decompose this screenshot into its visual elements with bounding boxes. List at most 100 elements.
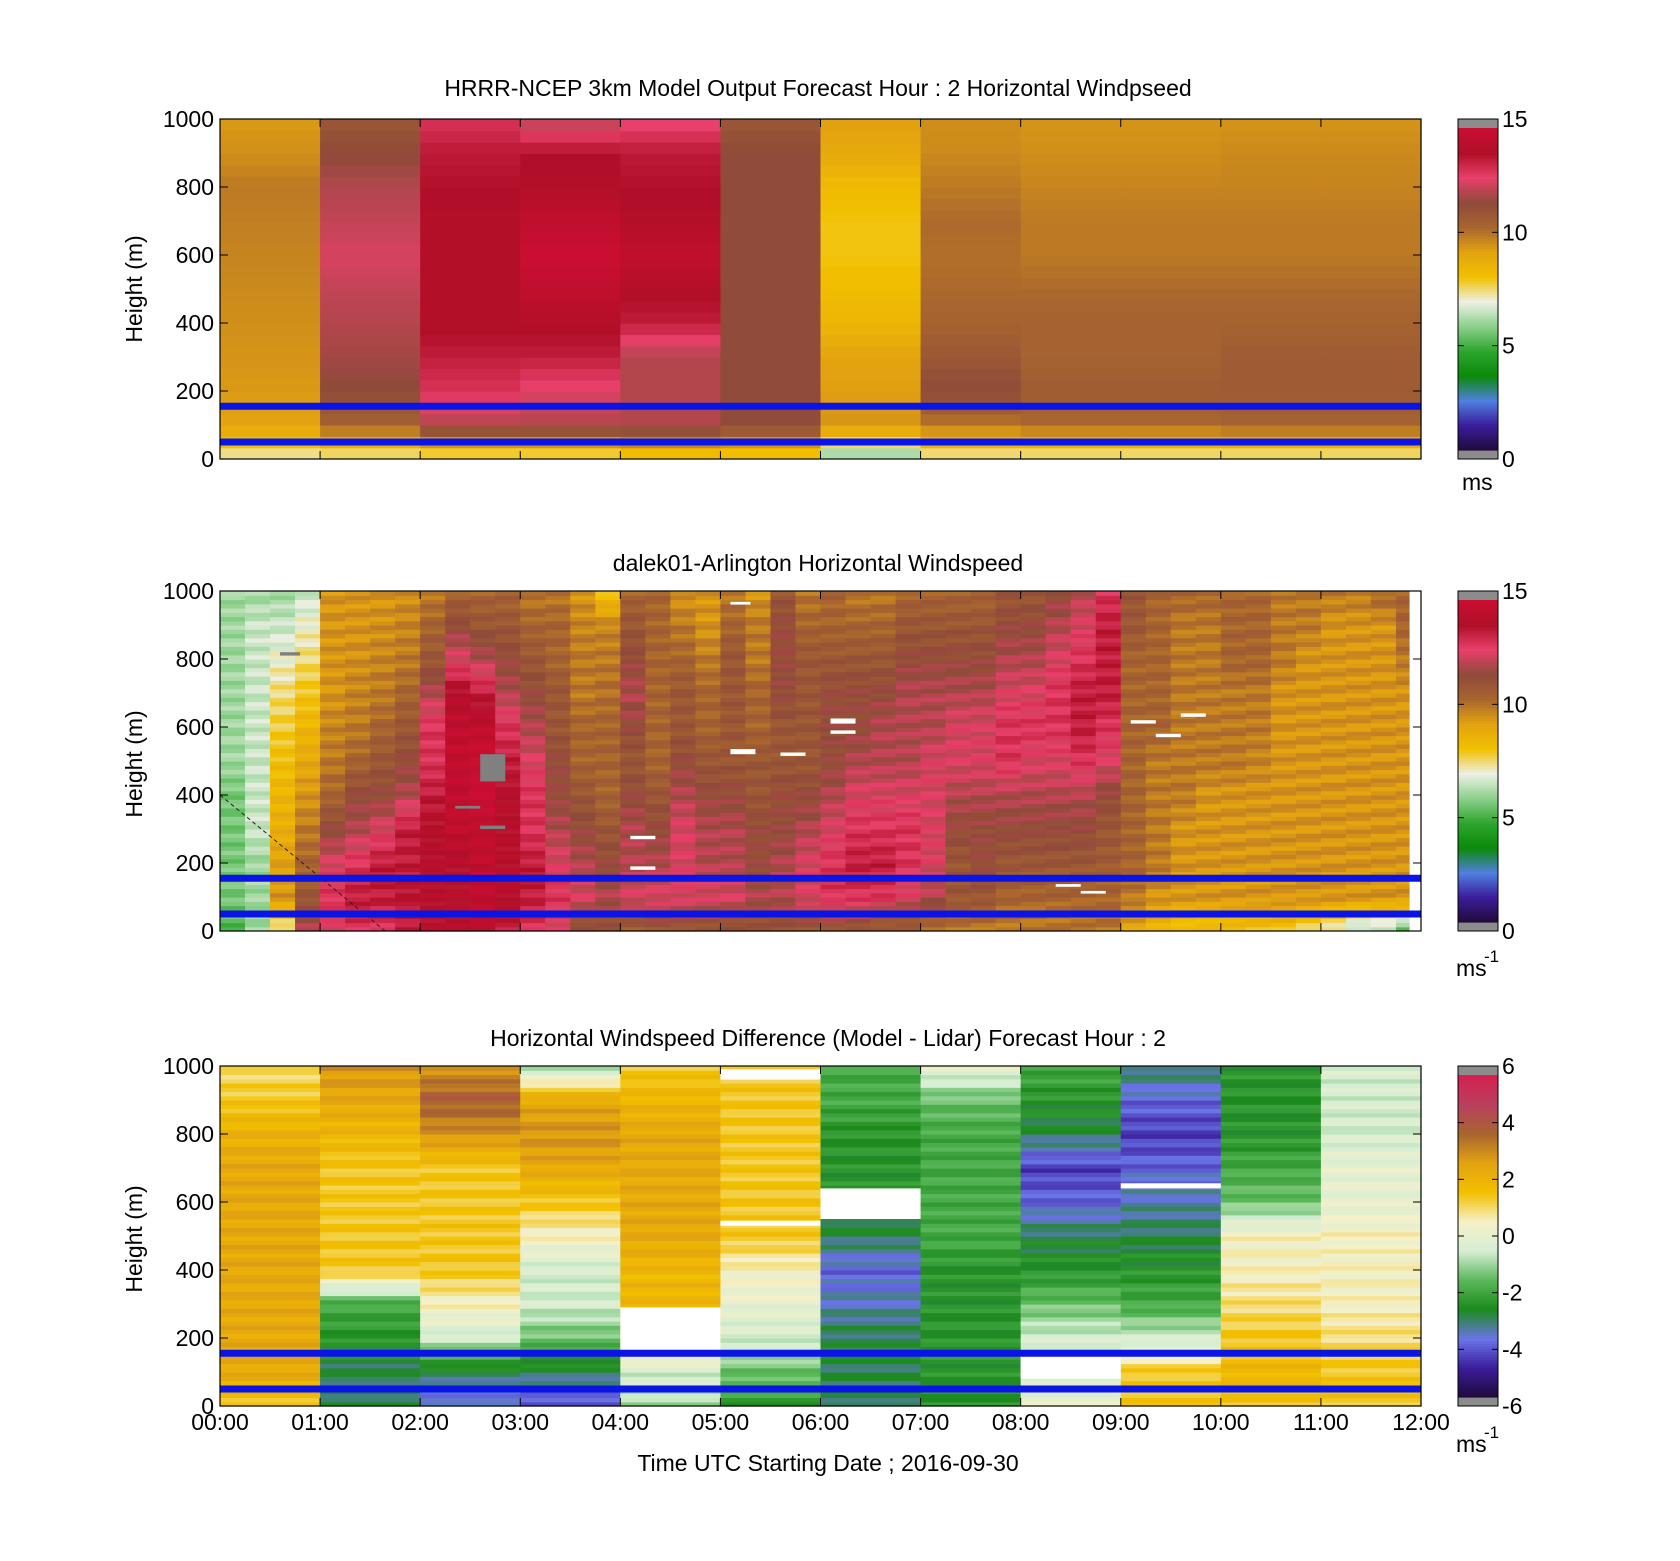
heatmap-cell	[1270, 646, 1297, 652]
heatmap-cell	[520, 629, 546, 635]
colorbar-segment	[1458, 712, 1498, 716]
heatmap-cell	[1120, 232, 1222, 245]
heatmap-cell	[670, 752, 696, 758]
heatmap-cell	[1195, 646, 1222, 652]
heatmap-cell	[1145, 625, 1172, 630]
heatmap-cell	[870, 612, 897, 618]
heatmap-cell	[945, 612, 972, 618]
heatmap-cell	[1120, 221, 1222, 234]
heatmap-cell	[270, 782, 296, 788]
heatmap-cell	[1370, 667, 1397, 673]
heatmap-cell	[770, 671, 797, 677]
heatmap-cell	[1020, 659, 1047, 664]
heatmap-cell	[595, 765, 621, 771]
heatmap-cell	[670, 892, 696, 898]
heatmap-cell	[1195, 603, 1222, 609]
heatmap-cell	[1245, 748, 1272, 754]
heatmap-cell	[1170, 671, 1197, 677]
heatmap-cell	[1070, 680, 1097, 686]
heatmap-cell	[1195, 790, 1222, 796]
heatmap-cell	[1095, 633, 1122, 639]
heatmap-cell	[945, 616, 972, 622]
heatmap-cell	[495, 637, 521, 643]
heatmap-cell	[620, 164, 722, 177]
heatmap-cell	[870, 850, 897, 856]
heatmap-cell	[570, 829, 596, 834]
colorbar-segment	[1458, 313, 1498, 317]
heatmap-cell	[1145, 599, 1172, 605]
heatmap-cell	[270, 850, 296, 856]
colorbar-segment	[1458, 238, 1498, 242]
heatmap-cell	[720, 905, 747, 911]
heatmap-cell	[1320, 846, 1347, 851]
heatmap-cell	[795, 799, 822, 805]
heatmap-cell	[620, 1210, 722, 1216]
heatmap-cell	[645, 829, 671, 834]
colorbar-segment	[1458, 297, 1498, 301]
heatmap-cell	[395, 701, 421, 707]
heatmap-cell	[495, 833, 521, 839]
heatmap-cell	[545, 786, 571, 792]
heatmap-cell	[1270, 744, 1297, 749]
heatmap-cell	[495, 790, 521, 796]
heatmap-cell	[670, 701, 696, 707]
heatmap-cell	[370, 625, 396, 630]
heatmap-cell	[270, 812, 296, 817]
heatmap-cell	[1120, 731, 1147, 737]
heatmap-cell	[1320, 892, 1347, 898]
heatmap-cell	[1220, 824, 1247, 830]
heatmap-cell	[320, 824, 346, 830]
heatmap-cell	[1320, 153, 1422, 166]
heatmap-cell	[745, 867, 772, 873]
heatmap-cell	[745, 799, 772, 805]
heatmap-cell	[1220, 119, 1322, 132]
heatmap-cell	[470, 642, 496, 647]
heatmap-cell	[745, 718, 772, 724]
heatmap-cell	[620, 1376, 722, 1382]
heatmap-cell	[1070, 710, 1097, 715]
heatmap-cell	[895, 663, 922, 669]
heatmap-cell	[620, 1397, 722, 1403]
heatmap-cell	[1220, 926, 1247, 932]
heatmap-cell	[1220, 880, 1247, 885]
heatmap-cell	[320, 1078, 421, 1084]
heatmap-cell	[595, 663, 621, 669]
heatmap-cell	[595, 620, 621, 626]
heatmap-cell	[1020, 782, 1047, 788]
heatmap-cell	[470, 905, 496, 911]
heatmap-cell	[420, 1180, 521, 1186]
heatmap-cell	[670, 722, 696, 728]
colorbar-segment	[1458, 262, 1498, 266]
colorbar-segment	[1458, 809, 1498, 813]
heatmap-cell	[1220, 232, 1322, 245]
heatmap-cell	[720, 863, 747, 868]
heatmap-cell	[370, 705, 396, 711]
heatmap-cell	[620, 175, 722, 188]
heatmap-cell	[545, 731, 571, 737]
colorbar-segment	[1458, 731, 1498, 735]
colorbar-segment	[1458, 913, 1498, 918]
heatmap-cell	[1045, 591, 1072, 596]
heatmap-cell	[1145, 884, 1172, 890]
heatmap-cell	[820, 659, 847, 664]
heatmap-cell	[1370, 714, 1397, 720]
heatmap-cell	[520, 413, 621, 426]
heatmap-cell	[620, 379, 722, 392]
heatmap-cell	[445, 833, 471, 839]
heatmap-cell	[1020, 697, 1047, 703]
heatmap-cell	[720, 697, 747, 703]
colorbar-segment	[1458, 696, 1498, 700]
heatmap-cell	[245, 765, 271, 771]
heatmap-cell	[520, 676, 546, 681]
heatmap-cell	[1070, 795, 1097, 800]
heatmap-cell	[370, 829, 396, 834]
heatmap-cell	[895, 918, 922, 924]
heatmap-cell	[920, 837, 947, 843]
heatmap-cell	[520, 892, 546, 898]
heatmap-cell	[1120, 141, 1222, 154]
heatmap-cell	[220, 684, 246, 690]
heatmap-cell	[320, 1210, 421, 1216]
heatmap-cell	[420, 1282, 521, 1288]
heatmap-cell	[945, 676, 972, 681]
heatmap-cell	[495, 850, 521, 856]
